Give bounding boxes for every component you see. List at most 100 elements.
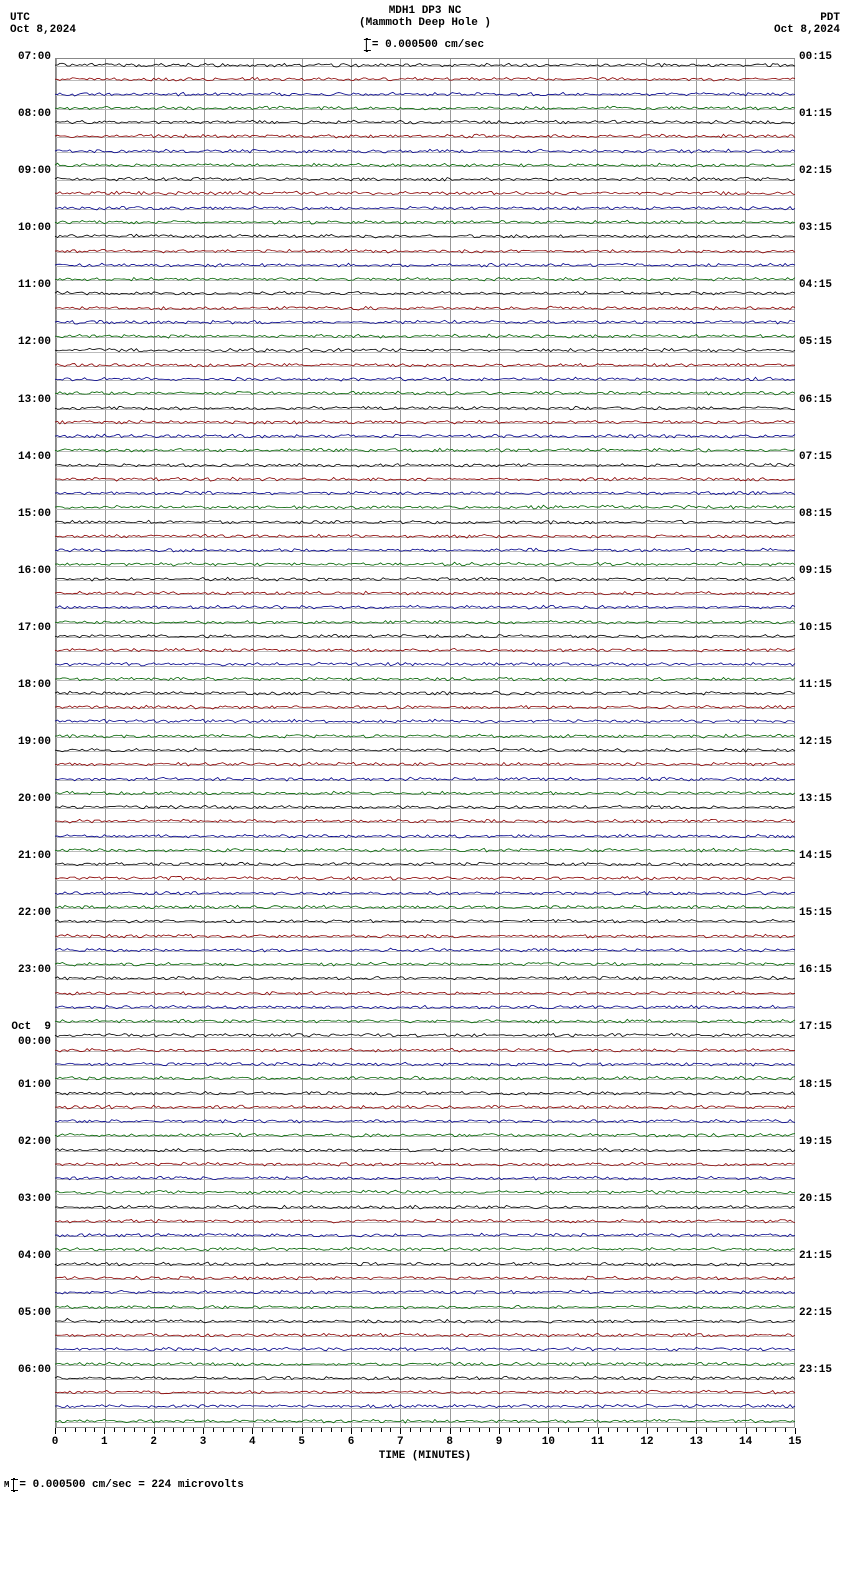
x-tick-minor xyxy=(430,1428,431,1432)
seismic-trace xyxy=(55,429,795,443)
utc-time-label: 12:00 xyxy=(0,336,55,348)
utc-time-label: 06:00 xyxy=(0,1364,55,1376)
x-tick-label: 7 xyxy=(397,1436,404,1448)
trace-row xyxy=(55,1414,795,1428)
seismic-trace xyxy=(55,1328,795,1342)
seismic-trace xyxy=(55,800,795,814)
trace-row xyxy=(55,986,795,1000)
right-tz-label: PDT xyxy=(774,12,840,24)
seismic-trace xyxy=(55,515,795,529)
scale-bar-icon xyxy=(366,38,368,52)
x-tick-minor xyxy=(223,1428,224,1432)
trace-row: 08:0001:15 xyxy=(55,115,795,129)
utc-time-label: 02:00 xyxy=(0,1136,55,1148)
seismic-trace xyxy=(55,1171,795,1185)
pdt-time-label: 04:15 xyxy=(795,279,832,291)
trace-row xyxy=(55,586,795,600)
seismic-trace xyxy=(55,1342,795,1356)
x-tick-minor xyxy=(75,1428,76,1432)
x-tick-major xyxy=(548,1428,549,1434)
trace-row xyxy=(55,714,795,728)
utc-time-label: 09:00 xyxy=(0,165,55,177)
utc-time-label: 17:00 xyxy=(0,622,55,634)
trace-row: 01:0018:15 xyxy=(55,1086,795,1100)
x-tick-label: 9 xyxy=(496,1436,503,1448)
x-tick-label: 4 xyxy=(249,1436,256,1448)
trace-row: 03:0020:15 xyxy=(55,1200,795,1214)
x-tick-minor xyxy=(114,1428,115,1432)
trace-row xyxy=(55,272,795,286)
seismic-trace xyxy=(55,1057,795,1071)
seismic-trace xyxy=(55,1114,795,1128)
x-tick-major xyxy=(302,1428,303,1434)
trace-row xyxy=(55,1185,795,1199)
x-tick-minor xyxy=(756,1428,757,1432)
trace-row xyxy=(55,772,795,786)
trace-row xyxy=(55,1328,795,1342)
x-tick-minor xyxy=(736,1428,737,1432)
trace-row xyxy=(55,329,795,343)
trace-row xyxy=(55,786,795,800)
seismic-trace xyxy=(55,372,795,386)
x-tick-label: 15 xyxy=(788,1436,801,1448)
seismic-trace xyxy=(55,1143,795,1157)
trace-row xyxy=(55,315,795,329)
x-tick-major xyxy=(696,1428,697,1434)
trace-row xyxy=(55,700,795,714)
seismic-trace xyxy=(55,286,795,300)
seismic-trace xyxy=(55,386,795,400)
seismic-trace xyxy=(55,714,795,728)
trace-row xyxy=(55,829,795,843)
seismic-trace xyxy=(55,358,795,372)
x-tick-minor xyxy=(410,1428,411,1432)
trace-row: 06:0023:15 xyxy=(55,1371,795,1385)
trace-row: 22:0015:15 xyxy=(55,914,795,928)
seismic-trace xyxy=(55,700,795,714)
trace-row xyxy=(55,1385,795,1399)
trace-row xyxy=(55,929,795,943)
x-tick-minor xyxy=(371,1428,372,1432)
trace-row: 02:0019:15 xyxy=(55,1143,795,1157)
trace-row xyxy=(55,672,795,686)
trace-row xyxy=(55,557,795,571)
plot-area: 07:0000:1508:0001:1509:0002:1510:0003:15… xyxy=(55,58,795,1428)
seismic-trace xyxy=(55,686,795,700)
utc-time-label: 08:00 xyxy=(0,108,55,120)
seismic-trace xyxy=(55,672,795,686)
trace-row xyxy=(55,144,795,158)
utc-time-label: 16:00 xyxy=(0,565,55,577)
seismic-trace xyxy=(55,1242,795,1256)
trace-row: 16:0009:15 xyxy=(55,572,795,586)
seismic-trace xyxy=(55,615,795,629)
x-tick-minor xyxy=(331,1428,332,1432)
x-tick-label: 10 xyxy=(542,1436,555,1448)
seismic-trace xyxy=(55,1399,795,1413)
footer-prefix: M xyxy=(4,1480,9,1490)
x-tick-minor xyxy=(716,1428,717,1432)
seismic-trace xyxy=(55,900,795,914)
trace-row: 21:0014:15 xyxy=(55,857,795,871)
pdt-time-label: 11:15 xyxy=(795,679,832,691)
seismic-trace xyxy=(55,415,795,429)
trace-row: Oct 917:15 xyxy=(55,1028,795,1042)
seismic-trace xyxy=(55,1285,795,1299)
seismic-trace xyxy=(55,1300,795,1314)
pdt-time-label: 18:15 xyxy=(795,1079,832,1091)
seismic-trace xyxy=(55,58,795,72)
utc-time-label: 03:00 xyxy=(0,1193,55,1205)
pdt-time-label: 19:15 xyxy=(795,1136,832,1148)
trace-row: 19:0012:15 xyxy=(55,743,795,757)
seismic-trace xyxy=(55,1414,795,1428)
trace-row xyxy=(55,1014,795,1028)
seismic-trace xyxy=(55,1314,795,1328)
seismic-trace xyxy=(55,814,795,828)
seismic-trace xyxy=(55,943,795,957)
seismic-trace xyxy=(55,843,795,857)
seismic-trace xyxy=(55,986,795,1000)
x-tick-minor xyxy=(420,1428,421,1432)
x-axis: TIME (MINUTES) 0123456789101112131415 xyxy=(55,1428,795,1468)
seismic-trace xyxy=(55,301,795,315)
x-tick-minor xyxy=(686,1428,687,1432)
utc-time-label: 00:00 xyxy=(0,1036,55,1048)
pdt-time-label: 00:15 xyxy=(795,51,832,63)
